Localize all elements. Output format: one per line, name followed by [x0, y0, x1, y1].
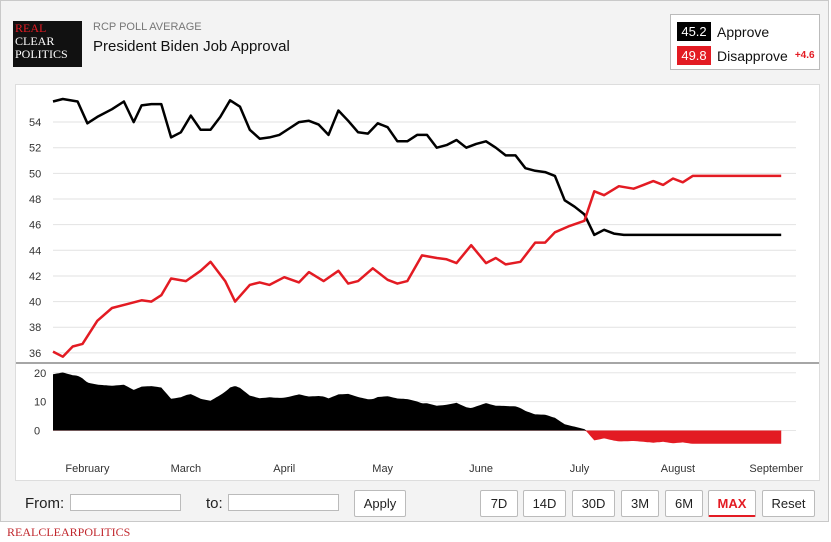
range-30d-button[interactable]: 30D — [572, 490, 615, 517]
approve-value: 45.2 — [677, 22, 711, 41]
approve-label: Approve — [717, 23, 770, 40]
range-3m-button[interactable]: 3M — [621, 490, 659, 517]
x-tick-label: April — [273, 463, 295, 475]
x-tick-label: February — [65, 463, 110, 475]
footer-brand[interactable]: REALCLEARPOLITICS — [7, 525, 131, 539]
disapprove-value: 49.8 — [677, 46, 711, 65]
poll-kicker: RCP POLL AVERAGE — [93, 21, 202, 33]
x-tick-label: March — [171, 463, 202, 475]
spread-tick-label: 0 — [34, 426, 40, 438]
to-date-input[interactable] — [228, 494, 339, 511]
apply-button[interactable]: Apply — [354, 490, 406, 517]
x-tick-label: July — [570, 463, 590, 475]
y-tick-label: 46 — [29, 220, 41, 232]
chart-title: President Biden Job Approval — [93, 38, 290, 55]
disapprove-label: Disapprove — [717, 47, 788, 64]
y-tick-label: 36 — [29, 348, 41, 360]
spread-tick-label: 20 — [34, 368, 46, 380]
logo-line-3: POLITICS — [15, 47, 68, 61]
from-date-input[interactable] — [70, 494, 181, 511]
spread-value: +4.6 — [794, 50, 815, 61]
y-tick-label: 48 — [29, 194, 41, 206]
range-max-button[interactable]: MAX — [708, 490, 756, 517]
legend-approve: 45.2 Approve — [677, 22, 769, 41]
y-tick-label: 38 — [29, 322, 41, 334]
x-tick-label: September — [749, 463, 803, 475]
chart-area: 36 38 40 42 44 46 48 50 52 54 0 10 20 February March Ap… — [15, 84, 820, 481]
legend-disapprove: 49.8 Disapprove +4.6 — [677, 46, 815, 65]
y-tick-label: 42 — [29, 271, 41, 283]
y-tick-label: 40 — [29, 297, 41, 309]
chart-frame: REAL CLEAR POLITICS RCP POLL AVERAGE Pre… — [0, 0, 829, 522]
spread-positive-area — [53, 372, 782, 431]
logo-line-1: REAL — [15, 21, 47, 35]
chart-svg: 36 38 40 42 44 46 48 50 52 54 0 10 20 February March Ap… — [16, 97, 819, 475]
y-tick-label: 50 — [29, 168, 41, 180]
range-controls: From: to: Apply 7D 14D 30D 3M 6M MAX Res… — [1, 485, 830, 523]
spread-tick-label: 10 — [34, 397, 46, 409]
rcp-logo[interactable]: REAL CLEAR POLITICS — [13, 21, 82, 67]
logo-line-2: CLEAR — [15, 34, 55, 48]
reset-button[interactable]: Reset — [762, 490, 815, 517]
x-tick-label: August — [661, 463, 695, 475]
series-line-approve — [52, 97, 782, 237]
y-tick-label: 44 — [29, 245, 41, 257]
from-label: From: — [25, 495, 65, 512]
x-tick-label: May — [372, 463, 393, 475]
spread-negative-area — [53, 430, 782, 444]
range-14d-button[interactable]: 14D — [523, 490, 566, 517]
y-tick-label: 54 — [29, 117, 41, 129]
series-line-disapprove — [52, 174, 782, 358]
x-tick-label: June — [469, 463, 493, 475]
y-tick-label: 52 — [29, 143, 41, 155]
legend-box: 45.2 Approve 49.8 Disapprove +4.6 — [670, 14, 820, 70]
to-label: to: — [206, 495, 223, 512]
range-6m-button[interactable]: 6M — [665, 490, 703, 517]
range-7d-button[interactable]: 7D — [480, 490, 518, 517]
